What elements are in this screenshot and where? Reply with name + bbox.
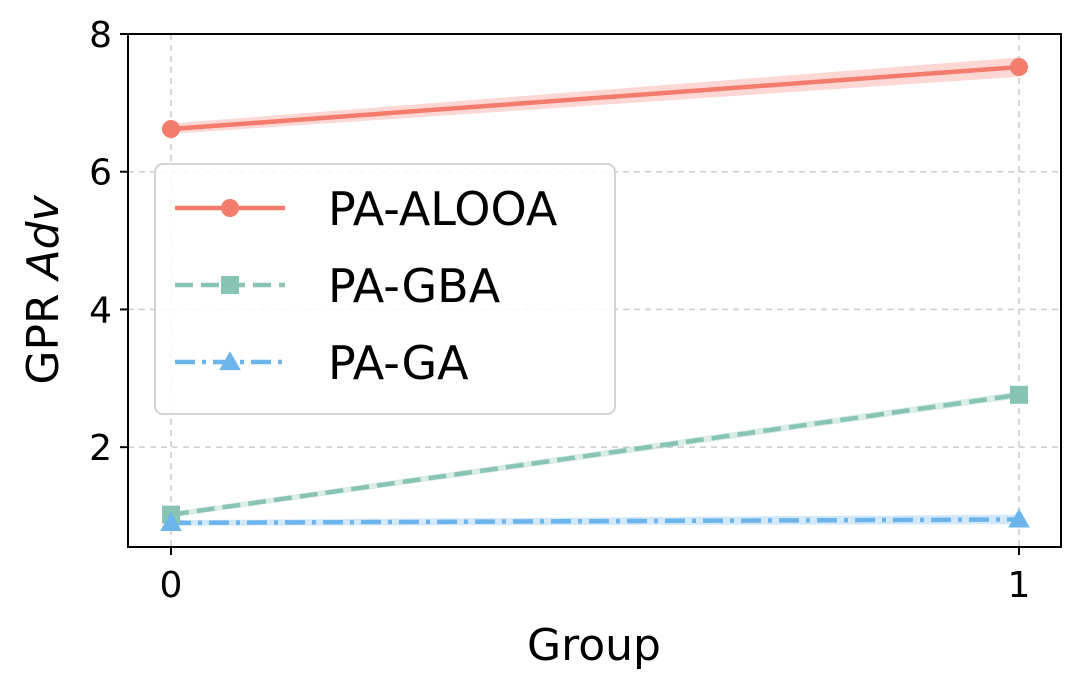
series-markers (160, 58, 1030, 531)
legend-marker-pa-alooa (221, 199, 239, 217)
line-pa-alooa (170, 64, 1020, 132)
legend-label-pa-ga: PA-GA (328, 336, 469, 390)
legend-marker-pa-ga (219, 351, 241, 371)
y-axis-ticks: 2 4 6 8 (89, 15, 128, 469)
legend: PA-ALOOA PA-GBA PA-GA (154, 163, 616, 415)
y-tick-label: 6 (89, 153, 112, 194)
x-tick-label: 1 (1008, 565, 1031, 606)
point-pa-ga (1008, 508, 1030, 528)
x-axis-label: Group (527, 620, 661, 671)
y-tick-label: 4 (89, 290, 112, 331)
point-pa-alooa (162, 120, 180, 139)
series-lines (170, 64, 1020, 526)
legend-box (154, 163, 616, 415)
point-pa-alooa (1010, 58, 1028, 77)
band-pa-alooa (171, 57, 1019, 134)
y-tick-label: 8 (89, 15, 112, 56)
y-axis-label: GPR Adv (18, 194, 69, 384)
x-tick-label: 0 (160, 565, 183, 606)
y-axis-label-prefix: GPR (18, 293, 69, 384)
y-tick-label: 2 (89, 428, 112, 469)
legend-label-pa-gba: PA-GBA (328, 259, 501, 313)
point-pa-gba (1010, 385, 1028, 404)
line-pa-gba (170, 392, 1020, 517)
plot-frame (127, 33, 1062, 548)
y-axis-label-italic: Adv (18, 194, 69, 282)
point-pa-ga (160, 512, 182, 531)
legend-label-pa-alooa: PA-ALOOA (328, 182, 558, 236)
legend-marker-pa-gba (221, 276, 239, 294)
line-pa-ga (170, 517, 1020, 526)
